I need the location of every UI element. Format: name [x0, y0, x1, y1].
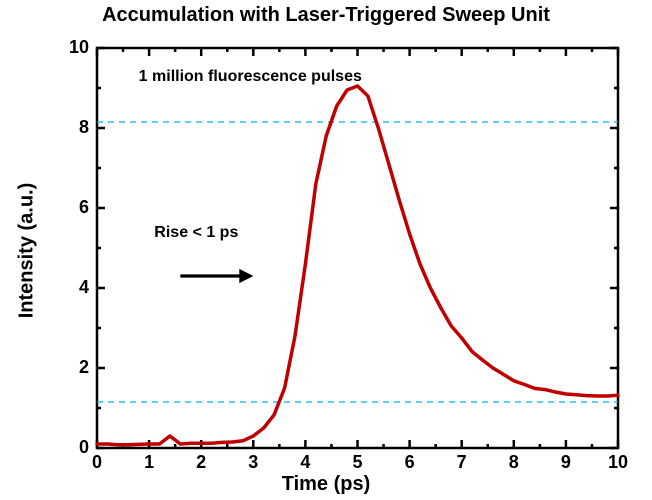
y-axis-label-container: Intensity (a.u.)	[12, 0, 42, 500]
x-tick-label: 5	[346, 452, 370, 473]
plot-svg	[95, 46, 620, 450]
x-tick-label: 6	[398, 452, 422, 473]
y-tick-label: 8	[59, 117, 89, 138]
x-tick-label: 10	[606, 452, 630, 473]
x-tick-label: 7	[450, 452, 474, 473]
y-tick-label: 10	[59, 37, 89, 58]
x-tick-label: 1	[137, 452, 161, 473]
y-tick-label: 2	[59, 357, 89, 378]
x-tick-label: 9	[554, 452, 578, 473]
x-tick-label: 4	[293, 452, 317, 473]
y-tick-label: 0	[59, 437, 89, 458]
x-tick-label: 3	[241, 452, 265, 473]
x-axis-label: Time (ps)	[0, 473, 652, 496]
y-tick-label: 4	[59, 277, 89, 298]
y-tick-label: 6	[59, 197, 89, 218]
plot-area	[95, 46, 620, 450]
y-axis-label: Intensity (a.u.)	[16, 182, 39, 318]
x-tick-label: 8	[502, 452, 526, 473]
chart-title: Accumulation with Laser-Triggered Sweep …	[0, 4, 652, 27]
chart-annotation: 1 million fluorescence pulses	[139, 68, 362, 86]
x-tick-label: 2	[189, 452, 213, 473]
chart-annotation: Rise < 1 ps	[154, 224, 238, 242]
chart-container: Accumulation with Laser-Triggered Sweep …	[0, 0, 652, 500]
